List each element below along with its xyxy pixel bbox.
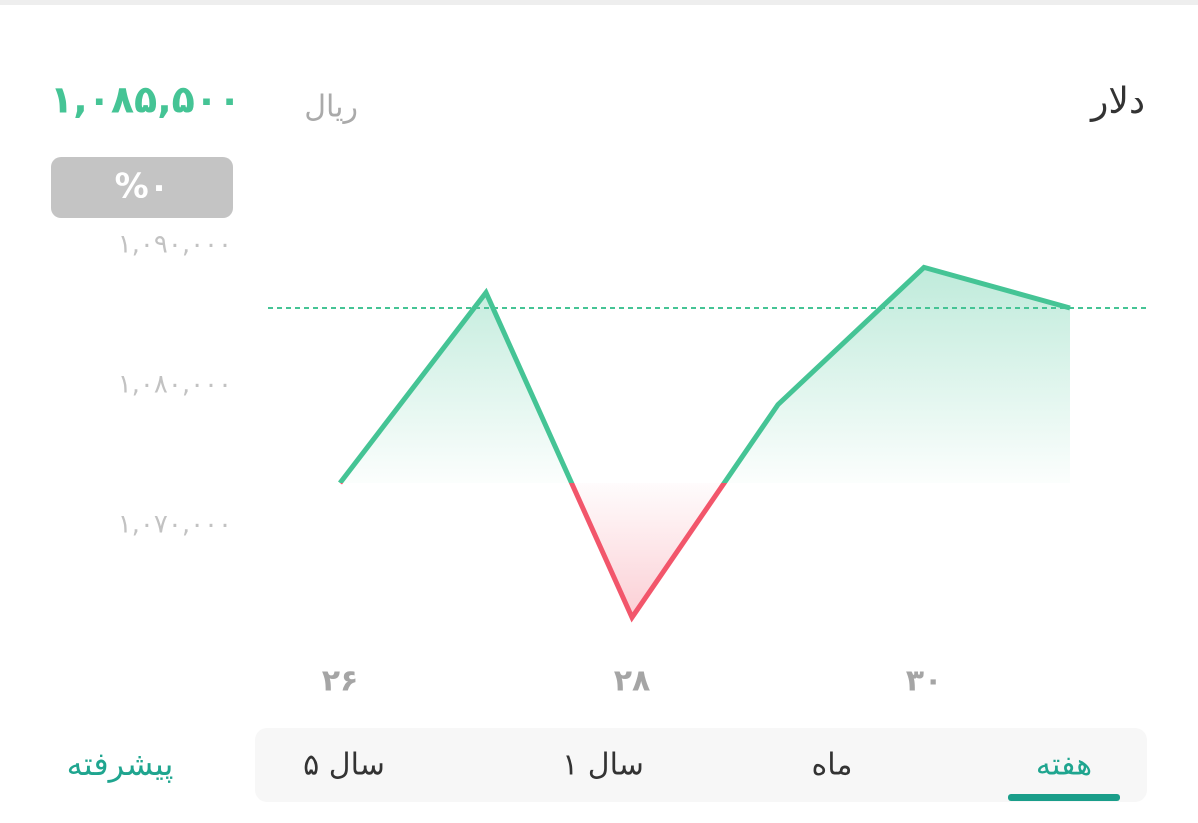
tab[interactable]: ماه: [812, 748, 853, 783]
tab[interactable]: هفته: [1036, 748, 1092, 783]
change-value: %۰: [115, 167, 170, 207]
advanced-link[interactable]: پیشرفته: [67, 745, 174, 783]
change-badge: [51, 157, 233, 218]
tab-indicator: [1008, 794, 1120, 801]
x-tick-label: ۲۸: [614, 664, 651, 699]
top-bar: [0, 0, 1198, 5]
tab[interactable]: ۵ سال: [303, 748, 385, 783]
price-line: [338, 264, 1071, 623]
asset-title: دلار: [1089, 81, 1145, 122]
y-tick-label: ۱,۰۸۰,۰۰۰: [118, 370, 232, 400]
price: ۱,۰۸۵,۵۰۰: [50, 78, 241, 122]
tab[interactable]: ۱ سال: [562, 748, 644, 783]
x-tick-label: ۳۰: [906, 664, 943, 699]
x-tick-label: ۲۶: [322, 664, 359, 699]
tab-bar: [255, 728, 1147, 802]
y-tick-label: ۱,۰۷۰,۰۰۰: [118, 510, 232, 540]
unit: ریال: [304, 90, 358, 125]
y-tick-label: ۱,۰۹۰,۰۰۰: [118, 230, 232, 260]
chart: ۱,۰۷۰,۰۰۰ ۱,۰۸۰,۰۰۰ ۱,۰۹۰,۰۰۰ ۲۶ ۲۸ ۳۰: [118, 230, 1148, 699]
area-fill: [340, 267, 1070, 618]
